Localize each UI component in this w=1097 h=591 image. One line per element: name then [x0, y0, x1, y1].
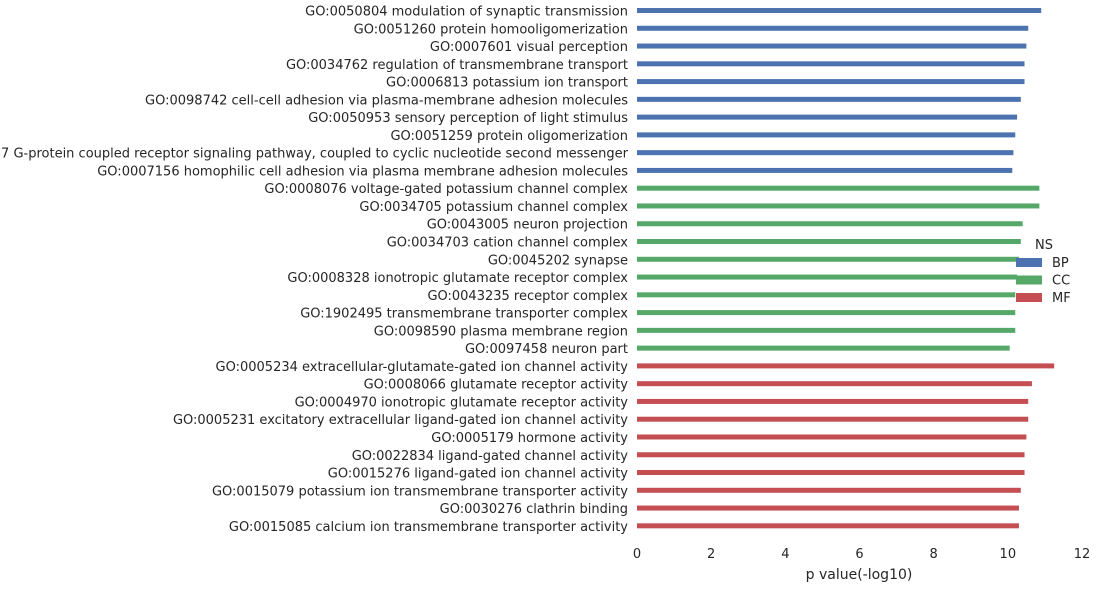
category-label: GO:0034762 regulation of transmembrane t…	[286, 58, 628, 73]
bar-mf	[637, 452, 1025, 458]
legend: NS BP CC MF	[1016, 238, 1071, 306]
bar-bp	[637, 132, 1016, 138]
x-axis: p value(-log10) 0 2 4 6 8 10 12	[633, 547, 1090, 583]
category-label: GO:0008066 glutamate receptor activity	[364, 378, 629, 393]
bar-cc	[637, 345, 1010, 351]
bar-mf	[637, 487, 1021, 493]
x-tick-label: 4	[781, 547, 789, 562]
bar-mf	[637, 523, 1019, 529]
category-label: GO:0050953 sensory perception of light s…	[308, 111, 628, 126]
legend-title: NS	[1035, 238, 1053, 253]
category-label: GO:0005179 hormone activity	[431, 431, 628, 446]
category-labels: GO:0050804 modulation of synaptic transm…	[0, 5, 629, 535]
bar-mf	[637, 398, 1029, 404]
bar-cc	[637, 185, 1040, 191]
bar-bp	[637, 8, 1042, 13]
category-label: GO:0004970 ionotropic glutamate receptor…	[295, 395, 629, 410]
bar-bp	[637, 150, 1014, 156]
x-tick-label: 2	[707, 547, 715, 562]
category-label: GO:0051259 protein oligomerization	[390, 129, 628, 144]
category-label: GO:0022834 ligand-gated channel activity	[352, 449, 629, 464]
bars-layer	[637, 8, 1055, 529]
bar-cc	[637, 221, 1023, 227]
category-label: GO:0030276 clathrin binding	[440, 502, 628, 517]
bar-bp	[637, 61, 1025, 67]
bar-cc	[637, 239, 1021, 245]
x-tick-label: 12	[1074, 547, 1091, 562]
bar-mf	[637, 381, 1032, 387]
category-label: GO:0097458 neuron part	[465, 342, 628, 357]
bar-mf	[637, 470, 1025, 476]
category-label: GO:0050804 modulation of synaptic transm…	[305, 5, 628, 20]
category-label: GO:0015085 calcium ion transmembrane tra…	[229, 520, 628, 535]
category-label: GO:0043235 receptor complex	[427, 289, 628, 304]
bar-mf	[637, 434, 1027, 440]
x-tick-label: 6	[855, 547, 863, 562]
bar-bp	[637, 43, 1027, 49]
legend-label-cc: CC	[1052, 274, 1070, 289]
category-label: GO:0045202 synapse	[488, 253, 628, 268]
legend-swatch-bp	[1016, 258, 1042, 267]
bar-bp	[637, 167, 1013, 173]
bar-cc	[637, 292, 1016, 298]
category-label: GO:0034703 cation channel complex	[387, 236, 629, 251]
bar-bp	[637, 114, 1018, 120]
legend-label-mf: MF	[1052, 291, 1071, 306]
bar-cc	[637, 310, 1016, 316]
category-label: GO:0007187 G-protein coupled receptor si…	[0, 147, 629, 162]
legend-label-bp: BP	[1052, 256, 1069, 271]
category-label: GO:0051260 protein homooligomerization	[354, 22, 628, 37]
category-label: GO:0005234 extracellular-glutamate-gated…	[216, 360, 629, 375]
bar-bp	[637, 79, 1025, 85]
bar-bp	[637, 96, 1021, 102]
bar-cc	[637, 327, 1016, 333]
bar-cc	[637, 203, 1040, 209]
bar-bp	[637, 25, 1029, 31]
category-label: GO:0034705 potassium channel complex	[359, 200, 628, 215]
category-label: GO:0007601 visual perception	[430, 40, 628, 55]
bar-mf	[637, 505, 1019, 511]
legend-swatch-cc	[1016, 275, 1042, 285]
category-label: GO:0005231 excitatory extracellular liga…	[173, 413, 628, 428]
x-axis-title: p value(-log10)	[806, 567, 913, 583]
bar-cc	[637, 256, 1019, 262]
category-label: GO:1902495 transmembrane transporter com…	[300, 307, 628, 322]
bar-mf	[637, 363, 1055, 369]
bar-cc	[637, 274, 1018, 280]
category-label: GO:0008076 voltage-gated potassium chann…	[264, 182, 628, 197]
category-label: GO:0015079 potassium ion transmembrane t…	[212, 484, 628, 499]
x-tick-label: 0	[633, 547, 641, 562]
category-label: GO:0006813 potassium ion transport	[386, 76, 628, 91]
legend-swatch-mf	[1016, 293, 1042, 302]
category-label: GO:0007156 homophilic cell adhesion via …	[97, 164, 628, 179]
category-label: GO:0015276 ligand-gated ion channel acti…	[328, 467, 629, 482]
category-label: GO:0098590 plasma membrane region	[374, 324, 628, 339]
category-label: GO:0008328 ionotropic glutamate receptor…	[287, 271, 628, 286]
x-tick-label: 10	[1000, 547, 1017, 562]
category-label: GO:0098742 cell-cell adhesion via plasma…	[145, 93, 628, 108]
bar-mf	[637, 416, 1029, 422]
category-label: GO:0043005 neuron projection	[427, 218, 628, 233]
x-tick-label: 8	[930, 547, 938, 562]
